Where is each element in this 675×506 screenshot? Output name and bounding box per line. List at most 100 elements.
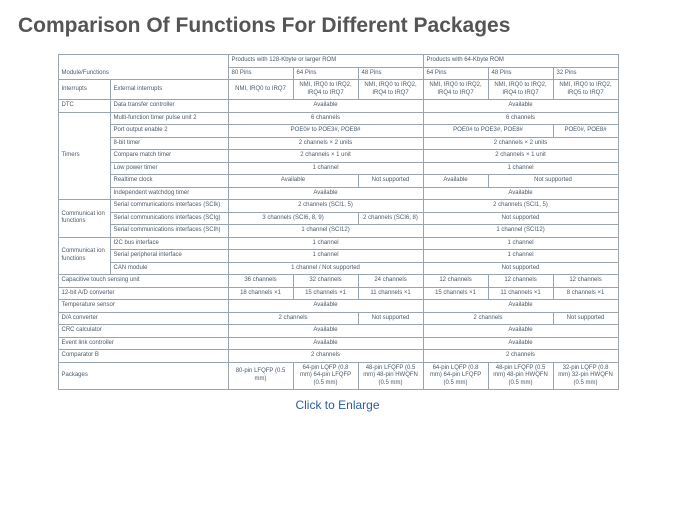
- cell: 2 channels (SCI1, 5): [423, 200, 618, 213]
- cell: Not supported: [358, 175, 423, 188]
- cell-func: 8-bit timer: [110, 137, 228, 150]
- cell: 2 channels: [228, 350, 423, 363]
- cell: 64-pin LQFP (0.8 mm) 64-pin LFQFP (0.5 m…: [423, 362, 488, 390]
- cell: 2 channels: [228, 312, 358, 325]
- cell: POE0#, POE8#: [553, 125, 618, 138]
- row-i2c: Communicat ion functions I2C bus interfa…: [58, 237, 618, 250]
- cell: Available: [228, 187, 423, 200]
- cell: 2 channels × 1 unit: [228, 150, 423, 163]
- cell: Available: [423, 175, 488, 188]
- cell-func: Compare match timer: [110, 150, 228, 163]
- cell: 1 channel (SCI12): [423, 225, 618, 238]
- row-temp: Temperature sensor Available Available: [58, 300, 618, 313]
- cell: 18 channels ×1: [228, 287, 293, 300]
- row-mtu2: Timers Multi-function timer pulse unit 2…: [58, 112, 618, 125]
- cell: NMI, IRQ0 to IRQ2, IRQ5 to IRQ7: [553, 80, 618, 100]
- col-group-128k: Products with 128-Kbyte or larger ROM: [228, 55, 423, 68]
- comparison-table: Module/Functions Products with 128-Kbyte…: [58, 54, 619, 390]
- cell: 1 channel: [423, 237, 618, 250]
- cell: Available: [423, 187, 618, 200]
- cell-func: CRC calculator: [58, 325, 228, 338]
- cell: NMI, IRQ0 to IRQ7: [228, 80, 293, 100]
- row-interrupts: Interrupts External interrupts NMI, IRQ0…: [58, 80, 618, 100]
- cell-func: Event link controller: [58, 337, 228, 350]
- cell: NMI, IRQ0 to IRQ2, IRQ4 to IRQ7: [293, 80, 358, 100]
- row-spi: Serial peripheral interface 1 channel 1 …: [58, 250, 618, 263]
- row-adc: 12-bit A/D converter 18 channels ×1 15 c…: [58, 287, 618, 300]
- col-64pins-a: 64 Pins: [293, 67, 358, 80]
- cell-func: Packages: [58, 362, 228, 390]
- row-packages: Packages 80-pin LFQFP (0.5 mm) 64-pin LQ…: [58, 362, 618, 390]
- cell: 1 channel (SCI12): [228, 225, 423, 238]
- cell: 2 channels: [423, 312, 553, 325]
- page-title: Comparison Of Functions For Different Pa…: [18, 14, 657, 38]
- cell: 36 channels: [228, 275, 293, 288]
- cell: Not supported: [423, 262, 618, 275]
- cell: 2 channels (SCI1, 5): [228, 200, 423, 213]
- row-lpt: Low power timer 1 channel 1 channel: [58, 162, 618, 175]
- cell: 12 channels: [553, 275, 618, 288]
- col-48pins-a: 48 Pins: [358, 67, 423, 80]
- row-scih: Serial communications interfaces (SCIh) …: [58, 225, 618, 238]
- cell: Available: [228, 300, 423, 313]
- cell: Available: [228, 100, 423, 113]
- cell: 1 channel: [228, 162, 423, 175]
- cell-func: D/A converter: [58, 312, 228, 325]
- cell: Available: [423, 337, 618, 350]
- cell: 48-pin LFQFP (0.5 mm) 48-pin HWQFN (0.5 …: [358, 362, 423, 390]
- row-cmt: Compare match timer 2 channels × 1 unit …: [58, 150, 618, 163]
- cell-func: Realtime clock: [110, 175, 228, 188]
- col-48pins-b: 48 Pins: [488, 67, 553, 80]
- cell-func: 12-bit A/D converter: [58, 287, 228, 300]
- cell: Not supported: [488, 175, 618, 188]
- cell: 11 channels ×1: [488, 287, 553, 300]
- col-80pins: 80 Pins: [228, 67, 293, 80]
- cell: 15 channels ×1: [293, 287, 358, 300]
- cell: Available: [228, 325, 423, 338]
- cell: 15 channels ×1: [423, 287, 488, 300]
- cell-func: Capacitive touch sensing unit: [58, 275, 228, 288]
- cell: NMI, IRQ0 to IRQ2, IRQ4 to IRQ7: [358, 80, 423, 100]
- cell-func: Independent watchdog timer: [110, 187, 228, 200]
- cell: NMI, IRQ0 to IRQ2, IRQ4 to IRQ7: [488, 80, 553, 100]
- cell: Not supported: [423, 212, 618, 225]
- cell: NMI, IRQ0 to IRQ2, IRQ4 to IRQ7: [423, 80, 488, 100]
- cell-func: Serial communications interfaces (SCIk): [110, 200, 228, 213]
- col-group-64k: Products with 64-Kbyte ROM: [423, 55, 618, 68]
- cell-mod: DTC: [58, 100, 110, 113]
- cell-func: Port output enable 2: [110, 125, 228, 138]
- cell-mod: Interrupts: [58, 80, 110, 100]
- cell-func: External interrupts: [110, 80, 228, 100]
- cell: 1 channel: [423, 162, 618, 175]
- cell: Available: [228, 337, 423, 350]
- cell: 8 channels ×1: [553, 287, 618, 300]
- cell: 2 channels: [423, 350, 618, 363]
- cell: 32-pin LQFP (0.8 mm) 32-pin HWQFN (0.5 m…: [553, 362, 618, 390]
- cell-func: Serial peripheral interface: [110, 250, 228, 263]
- cell: 32 channels: [293, 275, 358, 288]
- row-poe: Port output enable 2 POE0# to POE3#, POE…: [58, 125, 618, 138]
- col-32pins: 32 Pins: [553, 67, 618, 80]
- cell: Not supported: [553, 312, 618, 325]
- cell: 2 channels × 2 units: [228, 137, 423, 150]
- row-rtc: Realtime clock Available Not supported A…: [58, 175, 618, 188]
- cell-func: Multi-function timer pulse unit 2: [110, 112, 228, 125]
- cell: 2 channels (SCI6, 8): [358, 212, 423, 225]
- cell: Available: [423, 100, 618, 113]
- cell: 1 channel: [423, 250, 618, 263]
- cell: 80-pin LFQFP (0.5 mm): [228, 362, 293, 390]
- cell: 3 channels (SCI6, 8, 9): [228, 212, 358, 225]
- click-to-enlarge-link[interactable]: Click to Enlarge: [295, 398, 379, 412]
- cell: 1 channel / Not supported: [228, 262, 423, 275]
- cell: Available: [423, 325, 618, 338]
- cell-func: Serial communications interfaces (SCIg): [110, 212, 228, 225]
- cell-func: Comparator B: [58, 350, 228, 363]
- cell: Available: [423, 300, 618, 313]
- col-module-functions: Module/Functions: [58, 55, 228, 80]
- col-64pins-b: 64 Pins: [423, 67, 488, 80]
- cell-mod: Timers: [58, 112, 110, 200]
- cell: 6 channels: [423, 112, 618, 125]
- cell: Available: [228, 175, 358, 188]
- row-elc: Event link controller Available Availabl…: [58, 337, 618, 350]
- cell: 1 channel: [228, 250, 423, 263]
